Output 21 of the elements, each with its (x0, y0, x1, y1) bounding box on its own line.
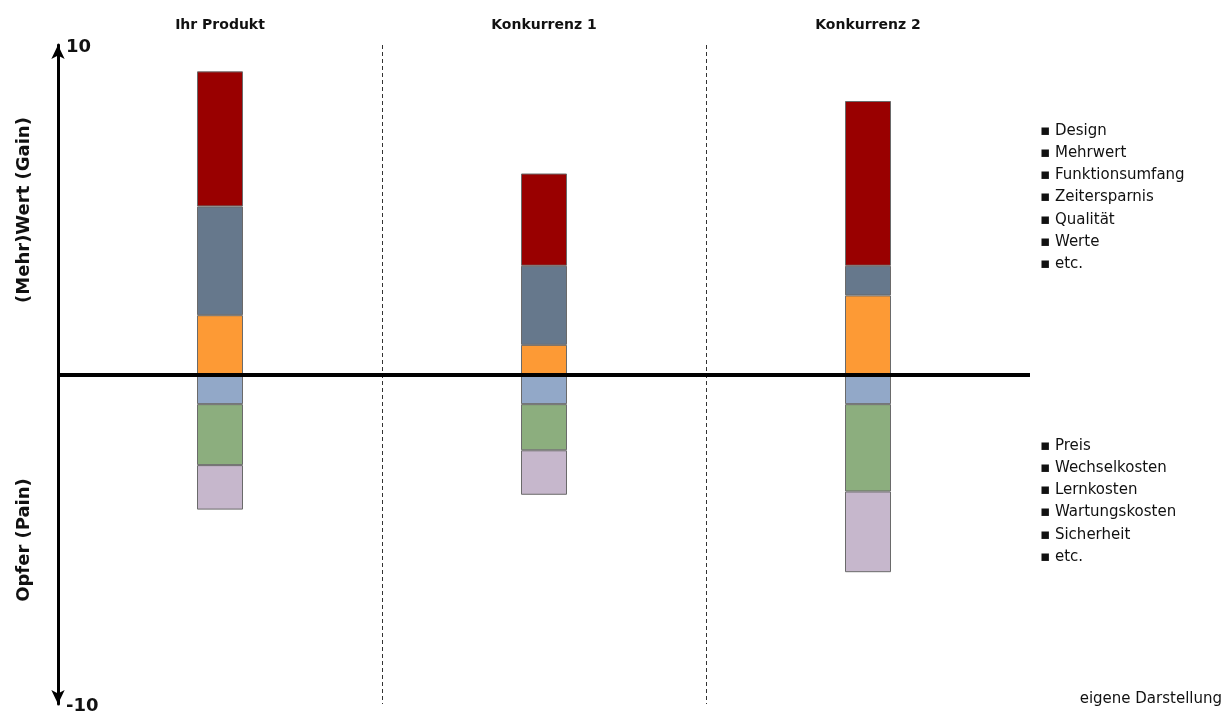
text: ▪ etc. (1040, 547, 1084, 565)
text: ▪ Wartungskosten (1040, 502, 1177, 521)
text: ▪ Sicherheit (1040, 524, 1131, 543)
y-tick-label: -10 (66, 693, 99, 713)
text: ▪ Qualität (1040, 209, 1115, 228)
text: ▪ Design (1040, 120, 1107, 139)
text: ▪ Werte (1040, 232, 1100, 250)
x-tick-label: Konkurrenz 2 (815, 16, 921, 32)
y-tick-label: 10 (66, 34, 92, 56)
text: eigene Darstellung (1079, 688, 1223, 707)
text: Opfer (Pain) (11, 478, 33, 602)
text: ▪ Lernkosten (1040, 480, 1138, 499)
text: ▪ Mehrwert (1040, 142, 1127, 161)
text: ▪ Wechselkosten (1040, 457, 1167, 476)
text: ▪ etc. (1040, 254, 1084, 273)
text: ▪ Zeitersparnis (1040, 187, 1154, 206)
x-tick-label: Ihr Produkt (175, 16, 266, 32)
x-tick-label: Konkurrenz 1 (491, 16, 597, 32)
text: (Mehr)Wert (Gain) (11, 117, 33, 303)
text: ▪ Funktionsumfang (1040, 165, 1185, 184)
text: ▪ Preis (1040, 435, 1091, 454)
